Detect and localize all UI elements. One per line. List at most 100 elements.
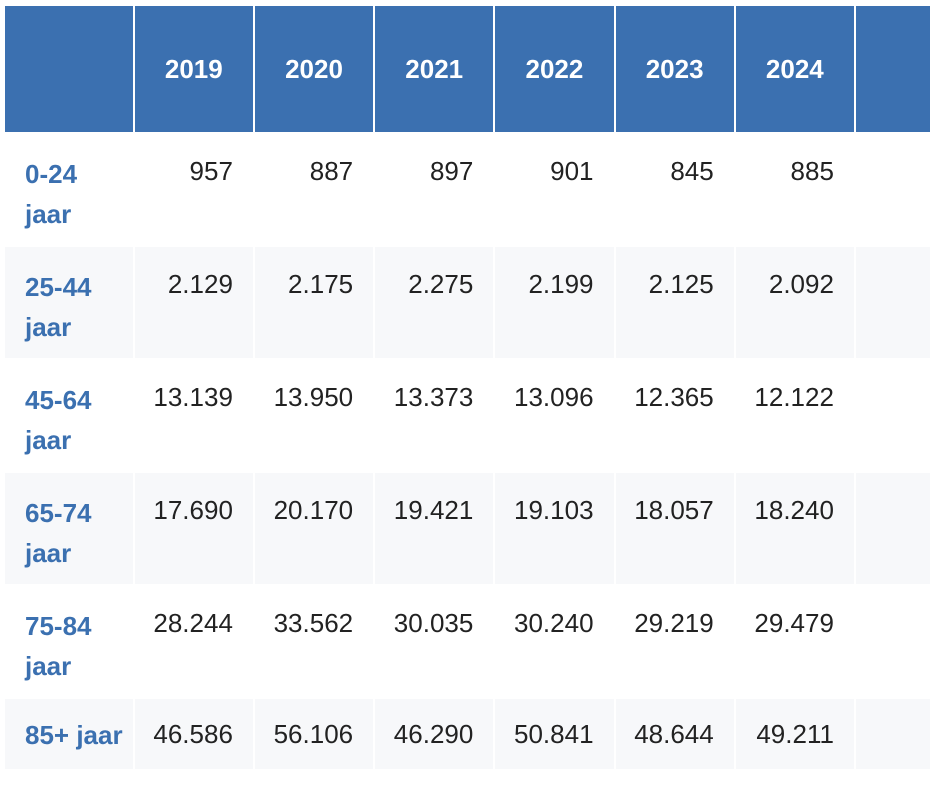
value: 17.690 (153, 495, 233, 525)
value-cell: 18.240 (735, 473, 854, 584)
cutoff-cell (856, 586, 930, 697)
value: 887 (309, 156, 354, 186)
row-label: 25-44 jaar (25, 272, 92, 342)
value: 885 (790, 156, 834, 186)
cutoff-cell (856, 360, 930, 471)
value: 56.106 (273, 719, 354, 749)
value-cell: 957 (135, 134, 253, 245)
value: 33.562 (273, 608, 354, 638)
value-cell: 12.365 (616, 360, 734, 471)
value: 19.421 (393, 495, 474, 525)
value: 18.240 (754, 495, 834, 525)
value-cell: 56.106 (254, 699, 374, 769)
value: 28.244 (153, 608, 233, 638)
value: 20.170 (273, 495, 354, 525)
value-cell: 2.092 (735, 247, 854, 358)
header-year-2021: 2021 (375, 6, 494, 132)
cutoff-cell (855, 699, 930, 769)
header-cutoff-column (855, 6, 930, 132)
value-cell: 18.057 (615, 473, 734, 584)
value-cell: 19.103 (495, 473, 614, 584)
value-cell: 49.211 (735, 699, 854, 769)
value: 12.122 (754, 382, 834, 412)
value: 2.125 (648, 269, 714, 299)
value-cell: 28.244 (135, 586, 253, 697)
value: 48.644 (634, 719, 714, 749)
value-cell: 887 (255, 134, 373, 245)
value: 12.365 (634, 382, 714, 412)
cutoff-cell (855, 473, 930, 584)
value-cell: 50.841 (495, 699, 614, 769)
value: 2.275 (408, 269, 474, 299)
value: 957 (189, 156, 233, 186)
value: 13.950 (273, 382, 354, 412)
value: 49.211 (756, 719, 834, 749)
value-cell: 901 (495, 134, 613, 245)
row-label: 45-64 jaar (25, 385, 92, 455)
header-year-2019: 2019 (134, 6, 253, 132)
value-cell: 885 (736, 134, 854, 245)
row-label: 85+ jaar (25, 720, 123, 750)
table-row: 85+ jaar 46.586 56.106 46.290 50.841 48.… (5, 699, 930, 769)
value: 13.139 (153, 382, 233, 412)
value-cell: 30.240 (495, 586, 613, 697)
row-label: 65-74 jaar (25, 498, 92, 568)
value: 50.841 (514, 719, 594, 749)
value-cell: 46.290 (375, 699, 494, 769)
value-cell: 12.122 (736, 360, 854, 471)
value: 29.219 (634, 608, 714, 638)
value: 18.057 (634, 495, 714, 525)
value-cell: 2.125 (615, 247, 734, 358)
row-label: 75-84 jaar (25, 611, 92, 681)
value: 901 (550, 156, 594, 186)
value: 30.035 (393, 608, 474, 638)
table-row: 75-84 jaar 28.244 33.562 30.035 30.240 2… (5, 586, 930, 697)
value: 2.092 (768, 269, 834, 299)
value-cell: 2.275 (375, 247, 494, 358)
value-cell: 13.096 (495, 360, 613, 471)
table-row: 0-24 jaar 957 887 897 901 845 885 (5, 134, 930, 245)
value-cell: 19.421 (375, 473, 494, 584)
table-row: 45-64 jaar 13.139 13.950 13.373 13.096 1… (5, 360, 930, 471)
table-row: 25-44 jaar 2.129 2.175 2.275 2.199 2.125… (5, 247, 930, 358)
row-label-cell: 0-24 jaar (5, 134, 133, 245)
cutoff-cell (856, 134, 930, 245)
value-cell: 20.170 (254, 473, 374, 584)
value: 2.175 (288, 269, 354, 299)
data-table: 2019 2020 2021 2022 2023 2024 0-24 jaar … (3, 4, 930, 771)
row-label-cell: 65-74 jaar (5, 473, 133, 584)
value-cell: 845 (616, 134, 734, 245)
value-cell: 33.562 (255, 586, 373, 697)
header-corner-cell (5, 6, 133, 132)
value-cell: 13.373 (375, 360, 493, 471)
row-label: 0-24 jaar (25, 159, 78, 229)
header-year-2022: 2022 (495, 6, 614, 132)
value-cell: 29.219 (616, 586, 734, 697)
value: 2.199 (528, 269, 594, 299)
value-cell: 2.175 (254, 247, 374, 358)
value: 29.479 (754, 608, 834, 638)
value: 845 (670, 156, 714, 186)
table-row: 65-74 jaar 17.690 20.170 19.421 19.103 1… (5, 473, 930, 584)
value-cell: 29.479 (736, 586, 854, 697)
row-label-cell: 45-64 jaar (5, 360, 133, 471)
header-year-2024: 2024 (735, 6, 854, 132)
value: 30.240 (514, 608, 594, 638)
header-row: 2019 2020 2021 2022 2023 2024 (5, 6, 930, 132)
value-cell: 13.950 (255, 360, 373, 471)
value-cell: 17.690 (134, 473, 253, 584)
value: 46.586 (153, 719, 233, 749)
row-label-cell: 25-44 jaar (5, 247, 133, 358)
value: 13.373 (393, 382, 474, 412)
header-year-2020: 2020 (254, 6, 374, 132)
row-label-cell: 85+ jaar (5, 699, 133, 769)
data-table-container: 2019 2020 2021 2022 2023 2024 0-24 jaar … (5, 6, 930, 769)
value-cell: 897 (375, 134, 493, 245)
header-year-2023: 2023 (615, 6, 734, 132)
cutoff-cell (855, 247, 930, 358)
value-cell: 30.035 (375, 586, 493, 697)
value: 46.290 (393, 719, 474, 749)
value-cell: 2.199 (495, 247, 614, 358)
value-cell: 2.129 (134, 247, 253, 358)
value-cell: 48.644 (615, 699, 734, 769)
